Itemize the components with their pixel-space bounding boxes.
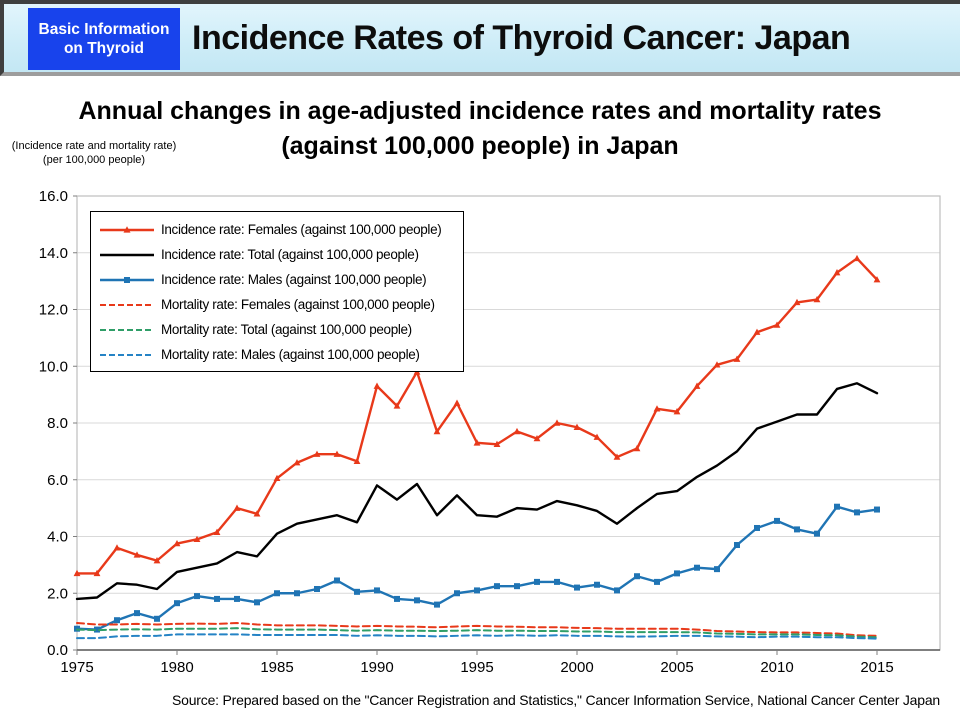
- page-title: Incidence Rates of Thyroid Cancer: Japan: [192, 19, 851, 57]
- svg-text:1995: 1995: [460, 659, 493, 676]
- legend-item-incidence-males: Incidence rate: Males (against 100,000 p…: [99, 267, 457, 292]
- line-sample-icon: [99, 323, 155, 337]
- chart-subtitle-line2: (against 100,000 people) in Japan: [281, 132, 679, 160]
- svg-text:2000: 2000: [560, 659, 593, 676]
- legend-label: Mortality rate: Total (against 100,000 p…: [161, 322, 412, 337]
- svg-text:6.0: 6.0: [47, 472, 68, 489]
- legend-item-mortality-total: Mortality rate: Total (against 100,000 p…: [99, 317, 457, 342]
- legend-item-mortality-females: Mortality rate: Females (against 100,000…: [99, 292, 457, 317]
- svg-text:1975: 1975: [60, 659, 93, 676]
- legend-label: Mortality rate: Males (against 100,000 p…: [161, 347, 420, 362]
- header-bar: Basic Information on Thyroid Incidence R…: [0, 0, 960, 76]
- svg-text:2010: 2010: [760, 659, 793, 676]
- svg-text:10.0: 10.0: [39, 358, 68, 375]
- svg-text:4.0: 4.0: [47, 529, 68, 546]
- header-badge: Basic Information on Thyroid: [28, 8, 180, 70]
- line-sample-icon: [99, 223, 155, 237]
- y-axis-unit-line1: (Incidence rate and mortality rate): [11, 140, 177, 152]
- legend-label: Incidence rate: Females (against 100,000…: [161, 222, 442, 237]
- svg-text:14.0: 14.0: [39, 245, 68, 262]
- svg-text:0.0: 0.0: [47, 642, 68, 659]
- legend-item-mortality-males: Mortality rate: Males (against 100,000 p…: [99, 342, 457, 367]
- line-sample-icon: [99, 273, 155, 287]
- legend-item-incidence-females: Incidence rate: Females (against 100,000…: [99, 217, 457, 242]
- y-axis-unit-line2: (per 100,000 people): [42, 153, 146, 166]
- svg-text:1980: 1980: [160, 659, 193, 676]
- svg-text:12.0: 12.0: [39, 302, 68, 319]
- chart-subtitle-line1: Annual changes in age-adjusted incidence…: [78, 97, 882, 125]
- svg-text:16.0: 16.0: [39, 188, 68, 205]
- header-badge-label: Basic Information on Thyroid: [38, 20, 170, 57]
- svg-text:1985: 1985: [260, 659, 293, 676]
- line-sample-icon: [99, 348, 155, 362]
- chart-subtitle: Annual changes in age-adjusted incidence…: [0, 94, 960, 164]
- line-sample-icon: [99, 298, 155, 312]
- y-axis-unit-label: (Incidence rate and mortality rate) (per…: [6, 140, 182, 167]
- line-sample-icon: [99, 248, 155, 262]
- svg-text:8.0: 8.0: [47, 415, 68, 432]
- svg-text:2015: 2015: [860, 659, 893, 676]
- svg-text:2005: 2005: [660, 659, 693, 676]
- chart-legend: Incidence rate: Females (against 100,000…: [90, 211, 464, 372]
- legend-item-incidence-total: Incidence rate: Total (against 100,000 p…: [99, 242, 457, 267]
- legend-label: Incidence rate: Males (against 100,000 p…: [161, 272, 427, 287]
- legend-label: Mortality rate: Females (against 100,000…: [161, 297, 435, 312]
- svg-text:2.0: 2.0: [47, 585, 68, 602]
- svg-text:1990: 1990: [360, 659, 393, 676]
- source-note: Source: Prepared based on the "Cancer Re…: [172, 692, 940, 708]
- legend-label: Incidence rate: Total (against 100,000 p…: [161, 247, 419, 262]
